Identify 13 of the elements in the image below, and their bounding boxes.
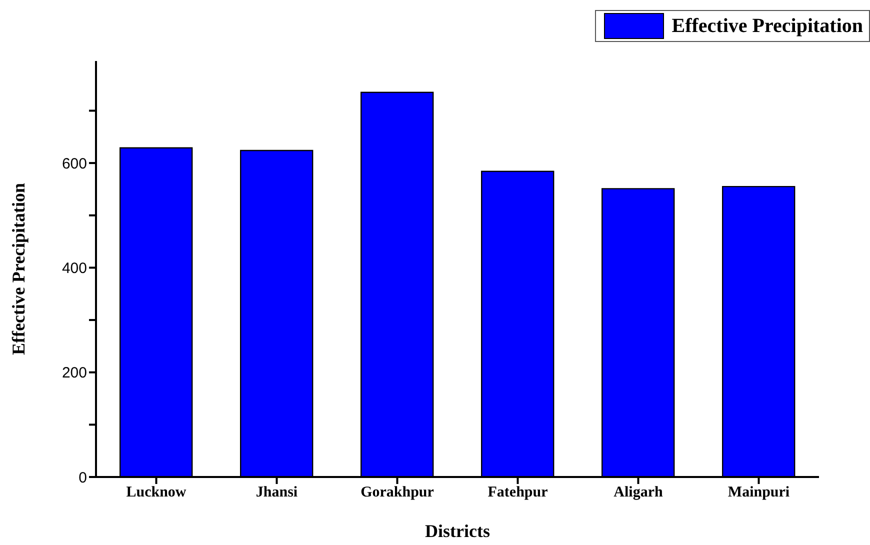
y-tick-label: 200 <box>62 364 87 382</box>
x-tick-label: Fatehpur <box>488 484 548 501</box>
legend-label: Effective Precipitation <box>672 14 863 38</box>
y-axis-title: Effective Precipitation <box>8 182 28 356</box>
x-axis-title: Districts <box>425 521 490 541</box>
x-tick-label: Aligarh <box>614 484 664 501</box>
x-tick-label: Jhansi <box>256 484 298 501</box>
y-tick-label: 600 <box>62 155 87 172</box>
x-tick-label: Gorakhpur <box>360 484 434 501</box>
x-tick-label: Lucknow <box>126 484 186 501</box>
x-tick-label: Mainpuri <box>728 484 790 501</box>
y-tick-label: 400 <box>62 260 87 278</box>
y-tick-label: 0 <box>78 469 87 486</box>
